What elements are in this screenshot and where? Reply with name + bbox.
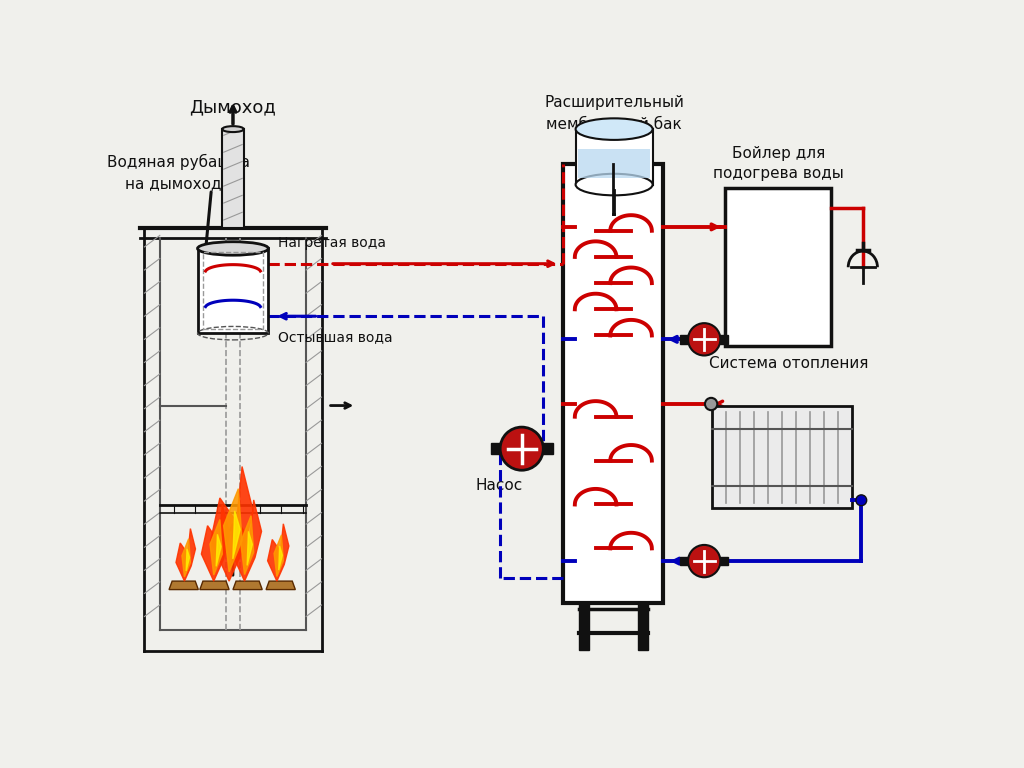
Text: Нагретая вода: Нагретая вода: [278, 236, 386, 250]
Ellipse shape: [575, 174, 652, 195]
Polygon shape: [211, 466, 253, 581]
Polygon shape: [200, 581, 229, 590]
Bar: [198, 249, 268, 333]
Ellipse shape: [222, 126, 244, 132]
Text: Дымоход: Дымоход: [189, 98, 276, 116]
Polygon shape: [247, 531, 252, 565]
Text: Расширительный
мембранный бак: Расширительный мембранный бак: [544, 95, 684, 131]
Text: Система отопления: Система отопления: [710, 356, 868, 371]
Circle shape: [500, 427, 544, 470]
Circle shape: [856, 495, 866, 505]
Polygon shape: [210, 519, 222, 575]
Bar: [563, 164, 664, 603]
Polygon shape: [176, 528, 196, 581]
Polygon shape: [169, 581, 199, 590]
Polygon shape: [274, 535, 284, 577]
Polygon shape: [216, 535, 221, 566]
Polygon shape: [267, 524, 289, 581]
Polygon shape: [241, 515, 254, 574]
Bar: [490, 443, 500, 454]
Polygon shape: [266, 581, 295, 590]
Bar: [579, 603, 589, 650]
Circle shape: [705, 398, 717, 410]
Bar: [575, 129, 652, 184]
Text: Водяная рубашка
на дымоходе: Водяная рубашка на дымоходе: [106, 154, 250, 191]
Bar: [638, 603, 648, 650]
Bar: [544, 443, 553, 454]
Polygon shape: [279, 546, 283, 570]
Circle shape: [688, 323, 720, 356]
Text: Насос: Насос: [475, 478, 523, 493]
Ellipse shape: [198, 242, 268, 255]
Ellipse shape: [575, 118, 652, 140]
Bar: [680, 557, 688, 565]
Polygon shape: [233, 581, 262, 590]
Polygon shape: [202, 505, 229, 581]
Polygon shape: [223, 488, 242, 572]
Polygon shape: [232, 511, 241, 559]
Bar: [725, 188, 831, 346]
Polygon shape: [182, 539, 190, 577]
Polygon shape: [578, 148, 650, 178]
Bar: [680, 335, 688, 343]
Bar: [712, 406, 852, 508]
Polygon shape: [231, 500, 261, 581]
Polygon shape: [186, 549, 189, 571]
Bar: [222, 129, 244, 227]
Circle shape: [688, 545, 720, 578]
Bar: [720, 557, 728, 565]
Text: Бойлер для
подогрева воды: Бойлер для подогрева воды: [713, 146, 844, 180]
Bar: [720, 335, 728, 343]
Bar: [203, 253, 263, 329]
Text: Остывшая вода: Остывшая вода: [278, 330, 392, 344]
